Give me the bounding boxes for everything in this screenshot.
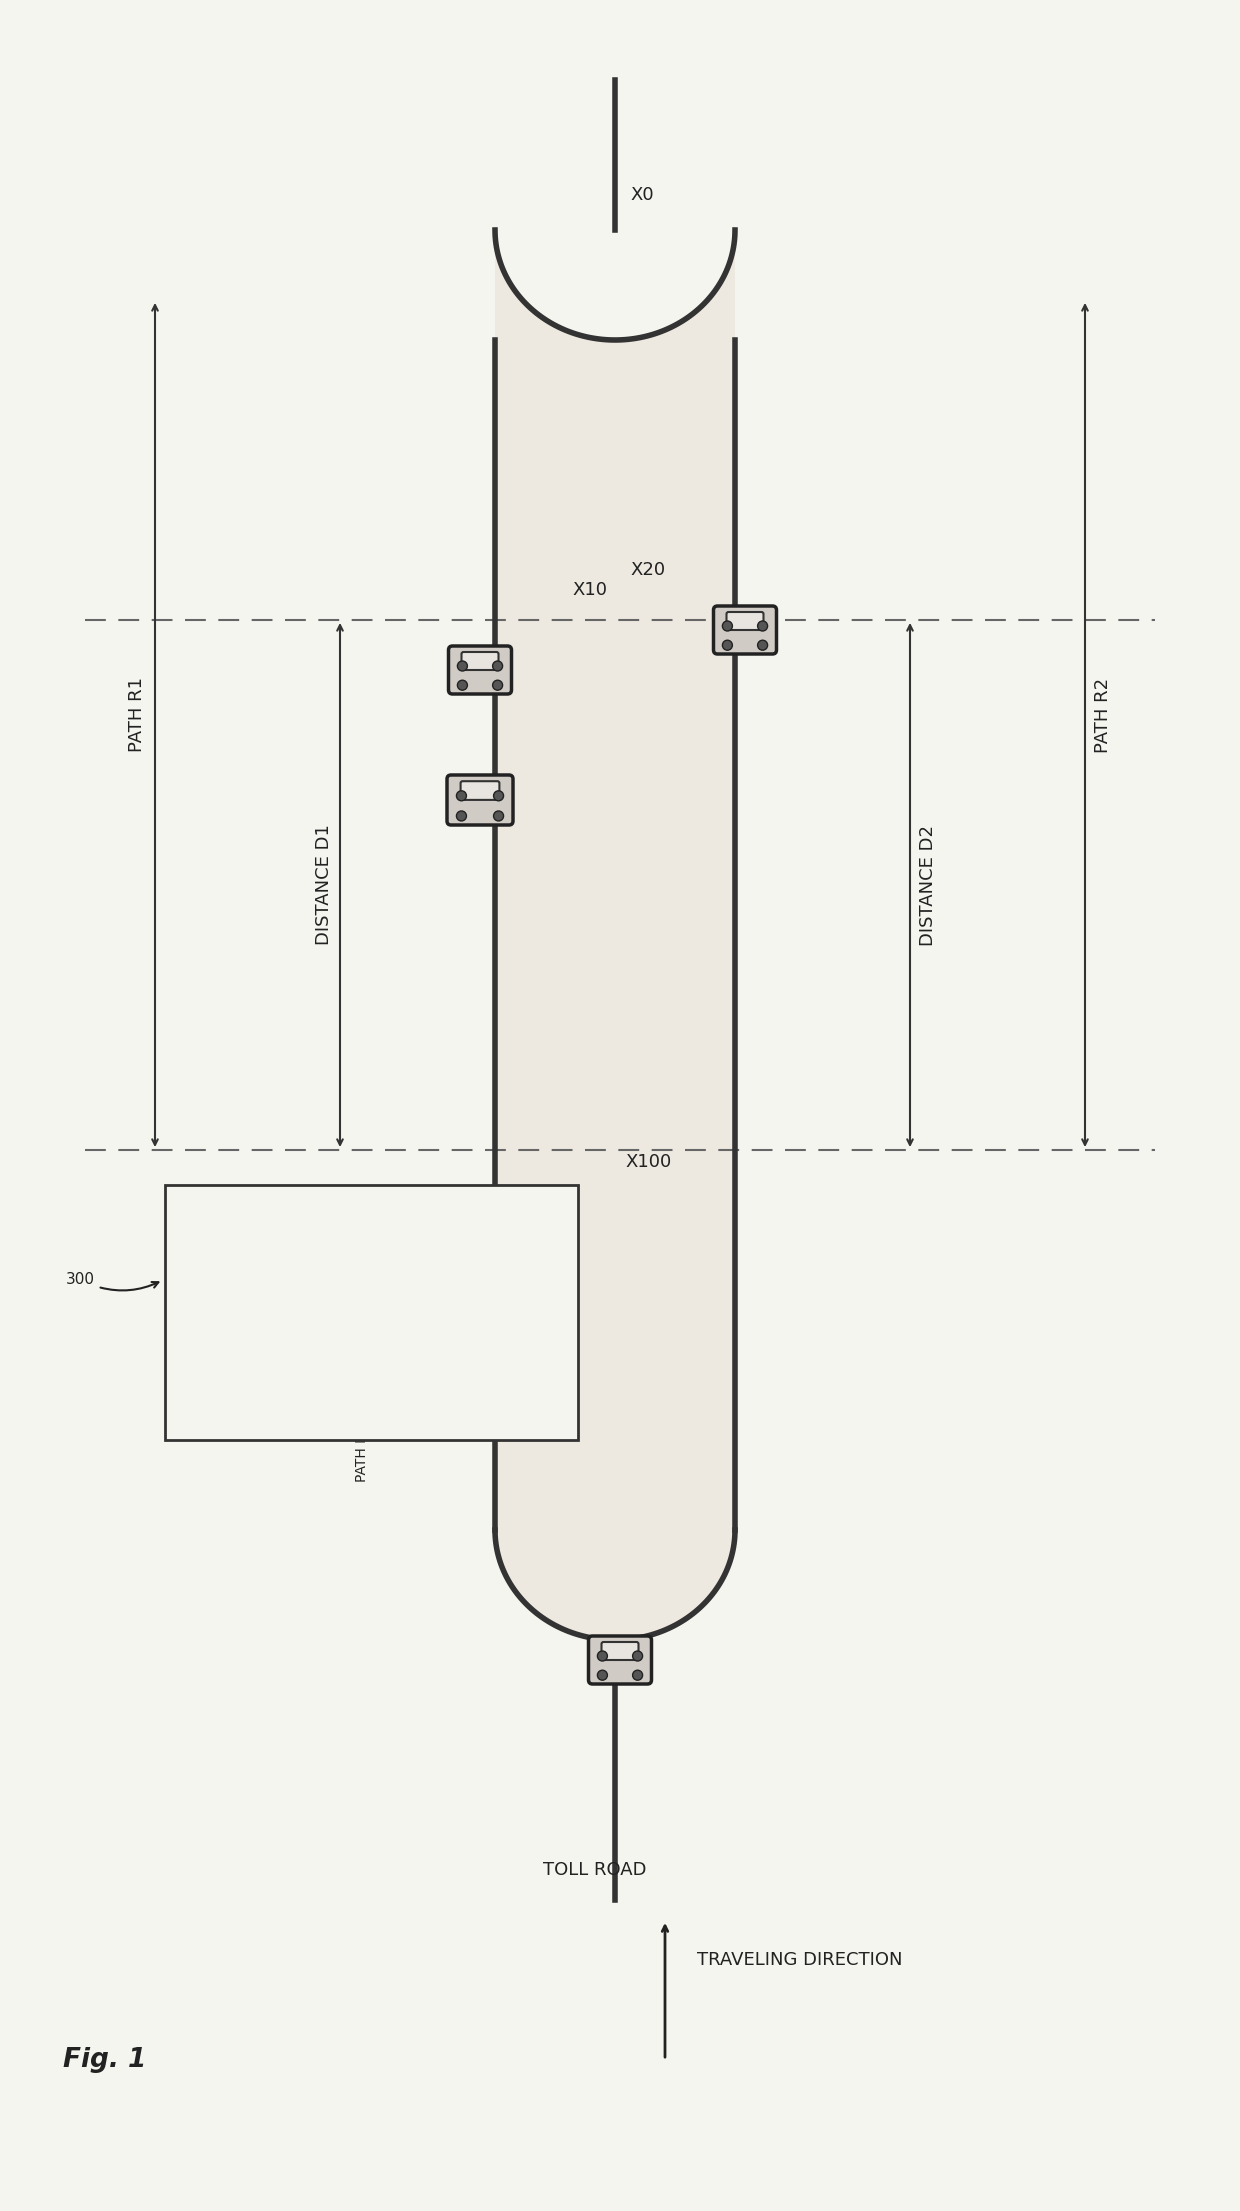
Text: DISTANCE D2: DISTANCE D2 [919,825,937,946]
FancyBboxPatch shape [461,652,498,670]
Text: 300: 300 [66,1274,159,1291]
Text: X20: X20 [630,562,665,579]
Bar [165,1185,578,1439]
Polygon shape [495,1530,735,1641]
Text: PATH R1: PATH R1 [128,677,146,752]
Circle shape [598,1652,608,1660]
Circle shape [492,661,502,670]
Circle shape [723,641,733,650]
Polygon shape [495,230,735,340]
Text: TRAFFIC INFORMATION: TRAFFIC INFORMATION [309,1216,324,1408]
FancyBboxPatch shape [446,776,513,825]
FancyBboxPatch shape [589,1636,651,1685]
Text: PATH R1: 17min ¥400: PATH R1: 17min ¥400 [355,1267,368,1417]
Text: To: LOCATION X0: To: LOCATION X0 [355,1225,368,1340]
Text: X0: X0 [630,186,653,203]
Circle shape [494,811,503,820]
Circle shape [758,621,768,630]
Text: PATH R2: PATH R2 [1094,677,1112,752]
Circle shape [723,621,733,630]
Circle shape [598,1669,608,1680]
Circle shape [758,641,768,650]
Circle shape [458,661,467,670]
Text: X100: X100 [625,1152,671,1172]
FancyBboxPatch shape [727,612,764,630]
Circle shape [494,792,503,800]
Text: Fig. 1: Fig. 1 [63,2047,146,2074]
Text: TRAVELING DIRECTION: TRAVELING DIRECTION [697,1950,903,1970]
FancyBboxPatch shape [713,606,776,654]
Circle shape [456,811,466,820]
Text: X10: X10 [572,581,608,599]
Circle shape [456,792,466,800]
FancyBboxPatch shape [449,646,511,694]
FancyBboxPatch shape [601,1643,639,1660]
Bar [495,340,735,1530]
Circle shape [632,1669,642,1680]
Circle shape [632,1652,642,1660]
FancyBboxPatch shape [460,780,500,800]
Circle shape [492,681,502,690]
Circle shape [458,681,467,690]
Text: PATH R2: 12min ¥600: PATH R2: 12min ¥600 [355,1333,368,1481]
Text: TOLL ROAD: TOLL ROAD [543,1862,647,1879]
Text: DISTANCE D1: DISTANCE D1 [315,825,334,946]
